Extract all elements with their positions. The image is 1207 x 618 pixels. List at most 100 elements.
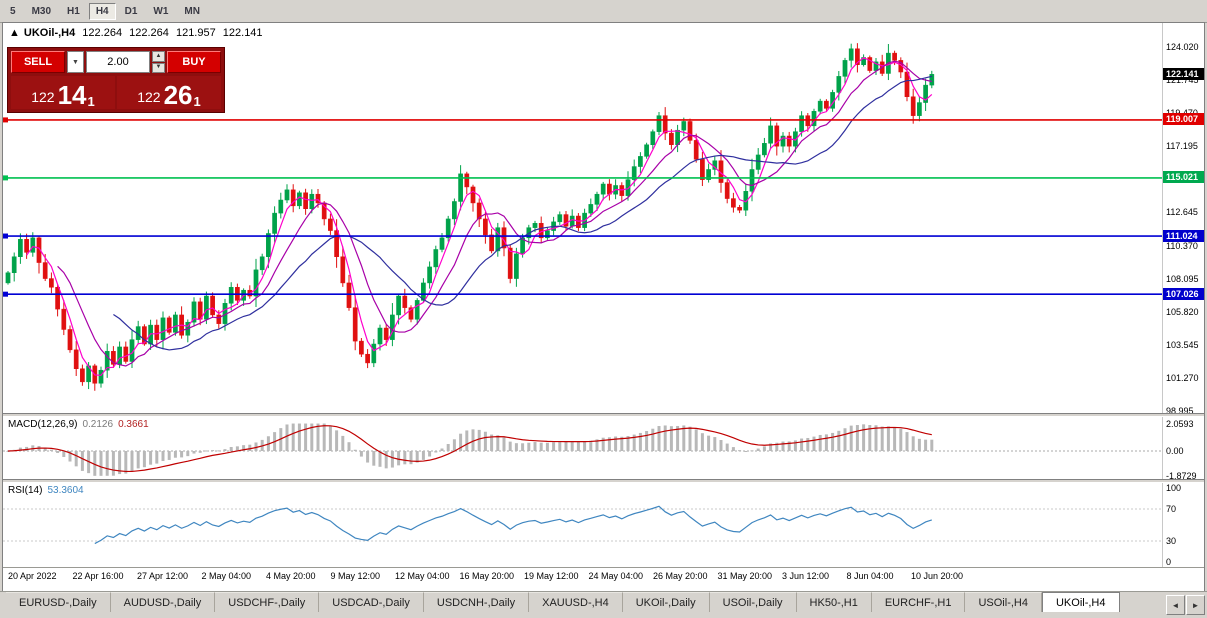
ohlc-open: 122.264	[82, 27, 123, 39]
buy-price-panel[interactable]: 122 26 1	[117, 76, 221, 109]
price-axis[interactable]: 124.020121.745119.470117.195114.920112.6…	[1162, 23, 1204, 413]
sell-price-big: 14	[57, 80, 87, 110]
volume-dropdown-icon[interactable]: ▼	[67, 51, 84, 73]
chart-tab-audusd-daily[interactable]: AUDUSD-,Daily	[110, 592, 216, 612]
chart-tab-xauusd-h4[interactable]: XAUUSD-,H4	[529, 592, 623, 612]
sell-price-pip: 1	[87, 94, 95, 109]
chart-window: ▲ UKOil-,H4 122.264 122.264 121.957 122.1…	[2, 22, 1205, 592]
time-label: 24 May 04:00	[588, 571, 644, 581]
macd-axis[interactable]: 2.0593 0.00 -1.8729	[1162, 417, 1204, 479]
price-badge: 122.141	[1163, 67, 1204, 80]
pane-divider[interactable]	[3, 413, 1204, 417]
buy-price-pip: 1	[193, 94, 201, 109]
buy-price-big: 26	[163, 80, 193, 110]
price-axis-label: 119.470	[1166, 108, 1198, 118]
rsi-axis-label: 0	[1166, 557, 1172, 567]
rsi-axis-label: 70	[1166, 504, 1177, 514]
timeframe-button-5[interactable]: 5	[3, 2, 23, 20]
time-label: 9 May 12:00	[330, 571, 381, 581]
macd-axis-label: -1.8729	[1166, 470, 1197, 479]
price-axis-label: 112.645	[1166, 207, 1198, 218]
chart-tab-usoil-daily[interactable]: USOil-,Daily	[709, 592, 797, 612]
rsi-pane[interactable]: RSI(14) 53.3604	[3, 483, 1162, 567]
macd-axis-label: 2.0593	[1166, 418, 1194, 429]
timeframe-button-h1[interactable]: H1	[60, 2, 87, 20]
chart-tab-usdcnh-daily[interactable]: USDCNH-,Daily	[423, 592, 530, 612]
chart-tab-hk50-h1[interactable]: HK50-,H1	[796, 592, 872, 612]
time-label: 4 May 20:00	[266, 571, 316, 581]
chart-symbol-title: UKOil-,H4	[23, 27, 76, 39]
symbol-arrow-icon: ▲	[9, 27, 20, 39]
macd-value-signal: 0.3661	[118, 419, 149, 430]
price-axis-label: 105.820	[1166, 306, 1199, 317]
buy-button[interactable]: BUY	[167, 51, 221, 73]
time-label: 2 May 04:00	[201, 571, 252, 581]
volume-decrease-icon[interactable]: ▼	[152, 62, 165, 73]
volume-increase-icon[interactable]: ▲	[152, 51, 165, 62]
chart-info-line: ▲ UKOil-,H4 122.264 122.264 121.957 122.1…	[9, 27, 267, 39]
chart-tab-usdchf-daily[interactable]: USDCHF-,Daily	[215, 592, 320, 612]
price-badge: 119.007	[1163, 113, 1204, 126]
price-axis-label: 98.995	[1166, 406, 1194, 413]
time-label: 10 Jun 20:00	[911, 571, 964, 581]
time-label: 26 May 20:00	[653, 571, 708, 581]
macd-value-main: 0.2126	[82, 419, 114, 430]
time-label: 19 May 12:00	[524, 571, 579, 581]
price-badge: 107.026	[1163, 287, 1204, 300]
ohlc-close: 122.141	[222, 27, 263, 39]
tabs-scroll-left-icon[interactable]: ◄	[1166, 595, 1185, 615]
time-label: 12 May 04:00	[395, 571, 450, 581]
sell-price-prefix: 122	[31, 89, 55, 105]
candlestick-chart[interactable]	[3, 23, 1162, 413]
time-label: 31 May 20:00	[717, 571, 773, 581]
rsi-axis-label: 30	[1166, 536, 1177, 546]
price-axis-label: 117.195	[1166, 141, 1198, 152]
price-badge: 115.021	[1163, 171, 1204, 184]
timeframe-button-h4[interactable]: H4	[88, 2, 116, 20]
chart-tabs: EURUSD-,Daily AUDUSD-,Daily USDCHF-,Daily U…	[6, 592, 1120, 612]
time-label: 8 Jun 04:00	[846, 571, 894, 581]
timeframe-button-m30[interactable]: M30	[24, 2, 59, 20]
macd-header: MACD(12,26,9) 0.2126 0.3661	[8, 419, 149, 430]
chart-tab-usoil-h4[interactable]: USOil-,H4	[965, 592, 1042, 612]
time-label: 16 May 20:00	[459, 571, 515, 581]
timeframe-toolbar: 5 M30 H1 H4 D1 W1 MN	[0, 0, 1207, 23]
macd-pane[interactable]: MACD(12,26,9) 0.2126 0.3661	[3, 417, 1162, 479]
price-axis-label: 103.545	[1166, 339, 1199, 350]
tabs-scroll-right-icon[interactable]: ►	[1186, 595, 1205, 615]
price-axis-label: 121.745	[1166, 75, 1199, 86]
macd-chart[interactable]	[3, 417, 1162, 479]
rsi-label: RSI(14)	[8, 485, 43, 496]
timeframe-button-d1[interactable]: D1	[117, 2, 145, 20]
sell-button[interactable]: SELL	[11, 51, 65, 73]
timeframe-button-w1[interactable]: W1	[146, 2, 176, 20]
rsi-chart[interactable]	[3, 483, 1162, 567]
macd-axis-label: 0.00	[1166, 446, 1184, 456]
rsi-axis-label: 100	[1166, 483, 1182, 493]
rsi-value: 53.3604	[47, 485, 84, 496]
chart-tab-ukoil-h4[interactable]: UKOil-,H4	[1041, 592, 1120, 612]
timeframe-button-mn[interactable]: MN	[177, 2, 207, 20]
time-label: 27 Apr 12:00	[137, 571, 189, 581]
rsi-header: RSI(14) 53.3604	[8, 485, 84, 496]
time-label: 3 Jun 12:00	[782, 571, 830, 581]
chart-tab-eurchf-h1[interactable]: EURCHF-,H1	[871, 592, 966, 612]
time-label: 20 Apr 2022	[8, 571, 57, 581]
chart-tab-bar: EURUSD-,Daily AUDUSD-,Daily USDCHF-,Daily U…	[0, 591, 1207, 618]
buy-price-prefix: 122	[137, 89, 161, 105]
sell-price-panel[interactable]: 122 14 1	[11, 76, 115, 109]
rsi-axis[interactable]: 100 70 30 0	[1162, 483, 1204, 567]
ohlc-low: 121.957	[175, 27, 216, 39]
time-label: 22 Apr 16:00	[72, 571, 124, 581]
macd-label: MACD(12,26,9)	[8, 419, 78, 430]
chart-tab-usdcad-daily[interactable]: USDCAD-,Daily	[319, 592, 424, 612]
price-chart-pane[interactable]: ▲ UKOil-,H4 122.264 122.264 121.957 122.1…	[3, 23, 1162, 413]
pane-divider[interactable]	[3, 479, 1204, 483]
price-axis-label: 101.270	[1166, 372, 1199, 383]
volume-input[interactable]	[86, 51, 150, 73]
price-axis-label: 110.370	[1166, 240, 1198, 251]
time-axis[interactable]: 20 Apr 2022 22 Apr 16:00 27 Apr 12:00 2 May…	[3, 567, 1204, 591]
chart-tab-eurusd-daily[interactable]: EURUSD-,Daily	[6, 592, 111, 612]
chart-tab-ukoil-daily[interactable]: UKOil-,Daily	[622, 592, 710, 612]
